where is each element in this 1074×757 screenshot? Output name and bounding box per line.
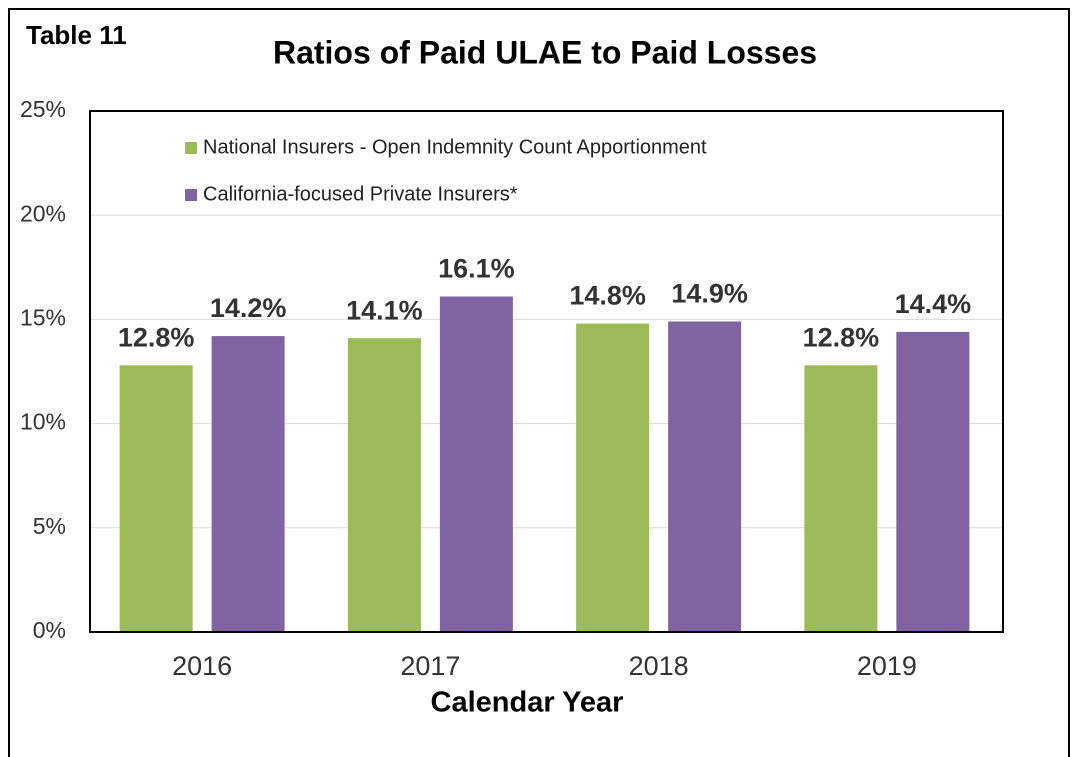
- y-tick-label: 10%: [20, 409, 66, 435]
- chart-title: Ratios of Paid ULAE to Paid Losses: [273, 34, 817, 70]
- frame: [8, 8, 1070, 757]
- y-tick-label: 20%: [20, 200, 66, 226]
- bar: [347, 338, 421, 632]
- x-tick-label: 2016: [172, 651, 232, 681]
- legend-label: National Insurers - Open Indemnity Count…: [203, 136, 707, 158]
- bar: [439, 296, 513, 632]
- bar: [804, 365, 878, 632]
- y-tick-label: 15%: [20, 304, 66, 330]
- x-tick-label: 2018: [629, 651, 689, 681]
- bar: [576, 323, 650, 632]
- bar: [119, 365, 193, 632]
- data-label: 16.1%: [438, 254, 515, 284]
- x-tick-label: 2019: [857, 651, 917, 681]
- legend-swatch: [185, 142, 197, 154]
- data-label: 14.1%: [346, 295, 423, 325]
- y-tick-label: 5%: [33, 513, 66, 539]
- data-label: 14.2%: [210, 293, 287, 323]
- data-label: 14.8%: [569, 281, 646, 311]
- y-tick-label: 25%: [20, 96, 66, 122]
- table-label: Table 11: [26, 20, 127, 50]
- x-tick-label: 2017: [400, 651, 460, 681]
- bar: [211, 336, 285, 632]
- bar: [668, 321, 742, 632]
- legend-swatch: [185, 189, 197, 201]
- plot-border: [89, 110, 1004, 633]
- legend-label: California-focused Private Insurers*: [203, 183, 518, 205]
- data-label: 12.8%: [803, 322, 880, 352]
- bar: [896, 331, 970, 632]
- data-label: 12.8%: [118, 322, 195, 352]
- data-label: 14.4%: [895, 289, 972, 319]
- data-label: 14.9%: [671, 279, 748, 309]
- y-tick-label: 0%: [33, 617, 66, 643]
- x-axis-title: Calendar Year: [431, 687, 624, 719]
